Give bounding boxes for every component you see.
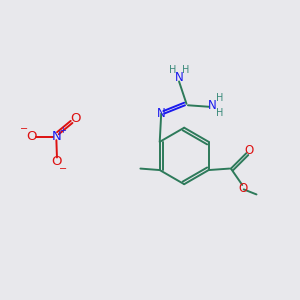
Text: N: N bbox=[52, 130, 61, 143]
Text: H: H bbox=[182, 64, 189, 75]
Text: N: N bbox=[175, 70, 183, 83]
Text: O: O bbox=[71, 112, 81, 125]
Text: O: O bbox=[26, 130, 37, 143]
Text: −: − bbox=[59, 164, 68, 174]
Text: N: N bbox=[157, 107, 166, 120]
Text: O: O bbox=[52, 155, 62, 168]
Text: H: H bbox=[216, 93, 224, 103]
Text: +: + bbox=[59, 126, 66, 135]
Text: O: O bbox=[239, 182, 248, 195]
Text: −: − bbox=[20, 124, 28, 134]
Text: O: O bbox=[244, 144, 254, 157]
Text: H: H bbox=[169, 64, 176, 75]
Text: H: H bbox=[216, 108, 224, 118]
Text: N: N bbox=[208, 99, 217, 112]
